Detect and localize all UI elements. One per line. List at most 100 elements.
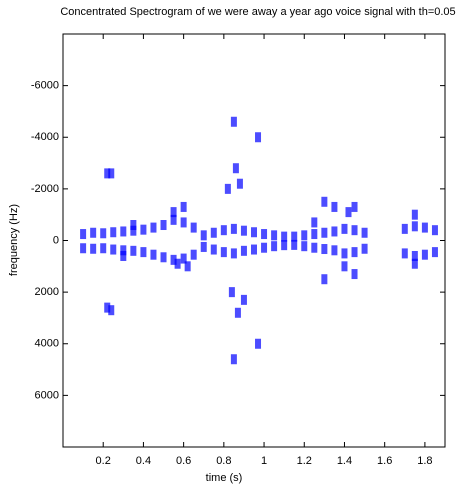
spectral-point	[190, 222, 197, 233]
spectral-point	[174, 258, 181, 269]
y-axis-label: frequency (Hz)	[8, 204, 20, 276]
spectral-point	[120, 226, 127, 237]
spectral-point	[120, 250, 127, 261]
y-tick-label: -2000	[31, 183, 59, 195]
spectral-point	[271, 241, 278, 252]
spectral-point	[130, 245, 137, 256]
spectral-point	[351, 247, 358, 258]
spectral-point	[230, 116, 237, 127]
spectral-point	[341, 248, 348, 259]
spectral-point	[210, 244, 217, 255]
spectral-point	[271, 230, 278, 241]
y-tick-label: 4000	[35, 338, 59, 350]
x-tick-label: 0.8	[216, 455, 231, 467]
spectral-point	[361, 243, 368, 254]
spectral-point	[230, 223, 237, 234]
spectral-point	[345, 207, 352, 218]
spectral-point	[341, 223, 348, 234]
spectral-point	[120, 245, 127, 256]
x-tick-label: 0.2	[96, 455, 111, 467]
spectral-point	[200, 230, 207, 241]
spectral-point	[251, 227, 257, 238]
plot-frame	[62, 33, 446, 448]
spectral-point	[351, 201, 358, 212]
x-tick-label: 1.6	[377, 455, 392, 467]
spectral-point	[431, 247, 438, 258]
spectral-point	[234, 307, 241, 318]
y-tick-label: -4000	[31, 131, 59, 143]
spectral-point	[431, 225, 438, 236]
x-tick-label: 1.4	[337, 455, 352, 467]
spectral-point	[180, 201, 187, 212]
spectral-point	[311, 242, 318, 253]
spectral-point	[110, 244, 117, 255]
spectral-point	[108, 168, 115, 179]
spectral-point	[361, 227, 368, 238]
y-tick-label: 0	[53, 234, 59, 246]
spectral-point	[150, 222, 157, 233]
spectral-point	[281, 240, 288, 251]
spectral-point	[331, 201, 338, 212]
spectral-point	[110, 227, 117, 238]
chart-title: Concentrated Spectrogram of we were away…	[60, 6, 455, 18]
x-tick-label: 1	[261, 455, 267, 467]
spectral-point	[255, 338, 262, 349]
spectral-point	[80, 243, 87, 254]
x-axis-label: time (s)	[206, 472, 243, 484]
spectral-point	[401, 223, 408, 234]
spectral-point	[170, 207, 177, 218]
spectral-point	[220, 247, 227, 258]
y-tick-label: 2000	[35, 286, 59, 298]
spectral-point	[331, 245, 338, 256]
spectral-point	[411, 250, 418, 261]
spectral-point	[301, 241, 308, 252]
spectral-point	[236, 178, 243, 189]
spectral-point	[261, 242, 268, 253]
y-tick-label: 6000	[35, 389, 59, 401]
spectral-point	[341, 261, 348, 272]
spectral-point	[90, 243, 97, 254]
spectral-point	[421, 249, 428, 260]
spectral-point	[170, 214, 177, 225]
spectral-point	[251, 244, 257, 255]
spectral-point	[240, 294, 247, 305]
spectral-point	[351, 225, 358, 236]
spectral-point	[311, 217, 318, 228]
spectral-point	[210, 227, 217, 238]
spectral-point	[220, 225, 227, 236]
spectral-point	[150, 249, 157, 260]
spectral-point	[130, 220, 137, 231]
spectral-point	[140, 247, 147, 258]
spectral-point	[421, 222, 428, 233]
spectral-point	[160, 220, 167, 231]
spectral-point	[240, 225, 247, 236]
spectral-point	[228, 287, 235, 298]
spectral-point	[351, 269, 358, 280]
spectral-point	[321, 274, 328, 285]
spectral-point	[240, 245, 247, 256]
spectral-point	[90, 227, 97, 238]
spectral-point	[291, 239, 298, 250]
spectral-point	[411, 258, 418, 269]
spectral-point	[301, 230, 308, 241]
spectral-point	[281, 231, 288, 242]
spectral-point	[190, 249, 197, 260]
x-tick-label: 1.8	[417, 455, 432, 467]
spectral-point	[130, 225, 137, 236]
spectral-point	[104, 302, 111, 313]
spectral-point	[180, 217, 187, 228]
spectral-point	[184, 261, 191, 272]
spectral-point	[200, 241, 207, 252]
y-tick-label: -6000	[31, 80, 59, 92]
spectral-point	[321, 244, 328, 255]
spectral-point	[311, 229, 318, 240]
spectral-point	[100, 243, 107, 254]
x-tick-label: 0.6	[176, 455, 191, 467]
spectral-point	[224, 183, 231, 194]
spectral-point	[261, 229, 268, 240]
spectral-point	[321, 196, 328, 207]
spectral-point	[104, 168, 111, 179]
spectral-point	[80, 229, 87, 240]
spectral-point	[170, 254, 177, 265]
spectral-point	[232, 163, 239, 174]
